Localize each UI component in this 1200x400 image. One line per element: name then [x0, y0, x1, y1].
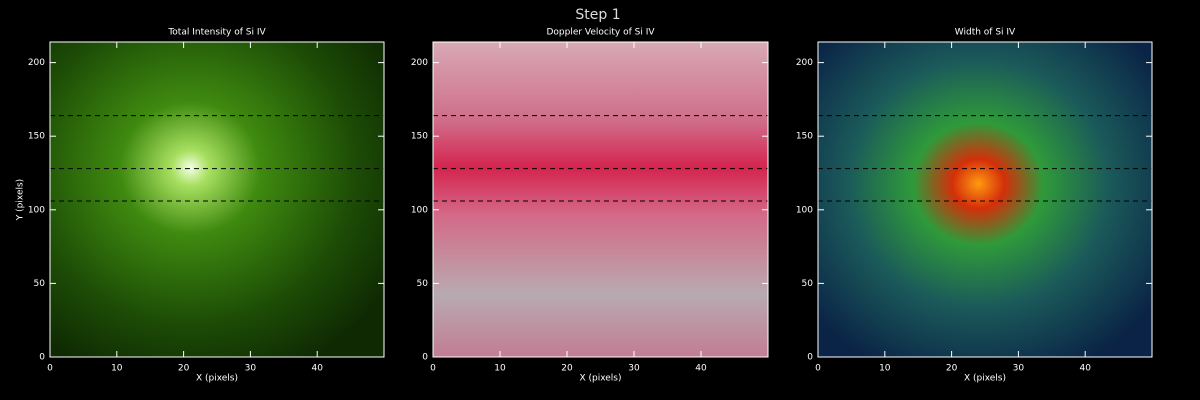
- y-tick-label: 0: [807, 353, 813, 363]
- panel-title: Total Intensity of Si IV: [167, 28, 266, 38]
- x-tick-label: 30: [628, 364, 640, 374]
- x-tick-label: 20: [946, 364, 958, 374]
- heatmap-image: [433, 42, 768, 357]
- heatmap-image: [50, 42, 384, 357]
- y-tick-label: 150: [411, 132, 428, 142]
- y-tick-label: 50: [802, 279, 814, 289]
- y-tick-label: 50: [417, 279, 429, 289]
- x-tick-label: 30: [1013, 364, 1025, 374]
- x-axis-label: X (pixels): [196, 374, 238, 384]
- x-tick-label: 20: [178, 364, 190, 374]
- x-tick-label: 0: [430, 364, 436, 374]
- x-tick-label: 40: [1079, 364, 1091, 374]
- panel-title: Doppler Velocity of Si IV: [546, 28, 655, 38]
- axes-frame: [432, 41, 769, 358]
- heatmap-image: [818, 42, 1152, 357]
- x-tick-label: 10: [879, 364, 891, 374]
- y-tick-label: 200: [411, 58, 428, 68]
- x-tick-label: 10: [111, 364, 123, 374]
- y-tick-label: 150: [796, 132, 813, 142]
- y-tick-label: 100: [796, 205, 813, 215]
- x-tick-label: 30: [245, 364, 257, 374]
- axes-frame: [817, 41, 1153, 358]
- axes-frame: [49, 41, 385, 358]
- y-tick-label: 0: [422, 353, 428, 363]
- x-tick-label: 0: [815, 364, 821, 374]
- figure-title: Step 1: [575, 7, 620, 23]
- y-tick-label: 150: [28, 132, 45, 142]
- x-tick-label: 40: [695, 364, 707, 374]
- y-tick-label: 100: [28, 205, 45, 215]
- x-axis-label: X (pixels): [579, 374, 621, 384]
- x-tick-label: 20: [561, 364, 573, 374]
- y-tick-label: 200: [28, 58, 45, 68]
- y-tick-label: 100: [411, 205, 428, 215]
- panel-title: Width of Si IV: [955, 28, 1016, 38]
- x-tick-label: 0: [47, 364, 53, 374]
- y-axis-label: Y (pixels): [16, 179, 26, 221]
- y-tick-label: 50: [34, 279, 46, 289]
- y-tick-label: 200: [796, 58, 813, 68]
- x-axis-label: X (pixels): [964, 374, 1006, 384]
- y-tick-label: 0: [39, 353, 45, 363]
- x-tick-label: 10: [494, 364, 506, 374]
- x-tick-label: 40: [311, 364, 323, 374]
